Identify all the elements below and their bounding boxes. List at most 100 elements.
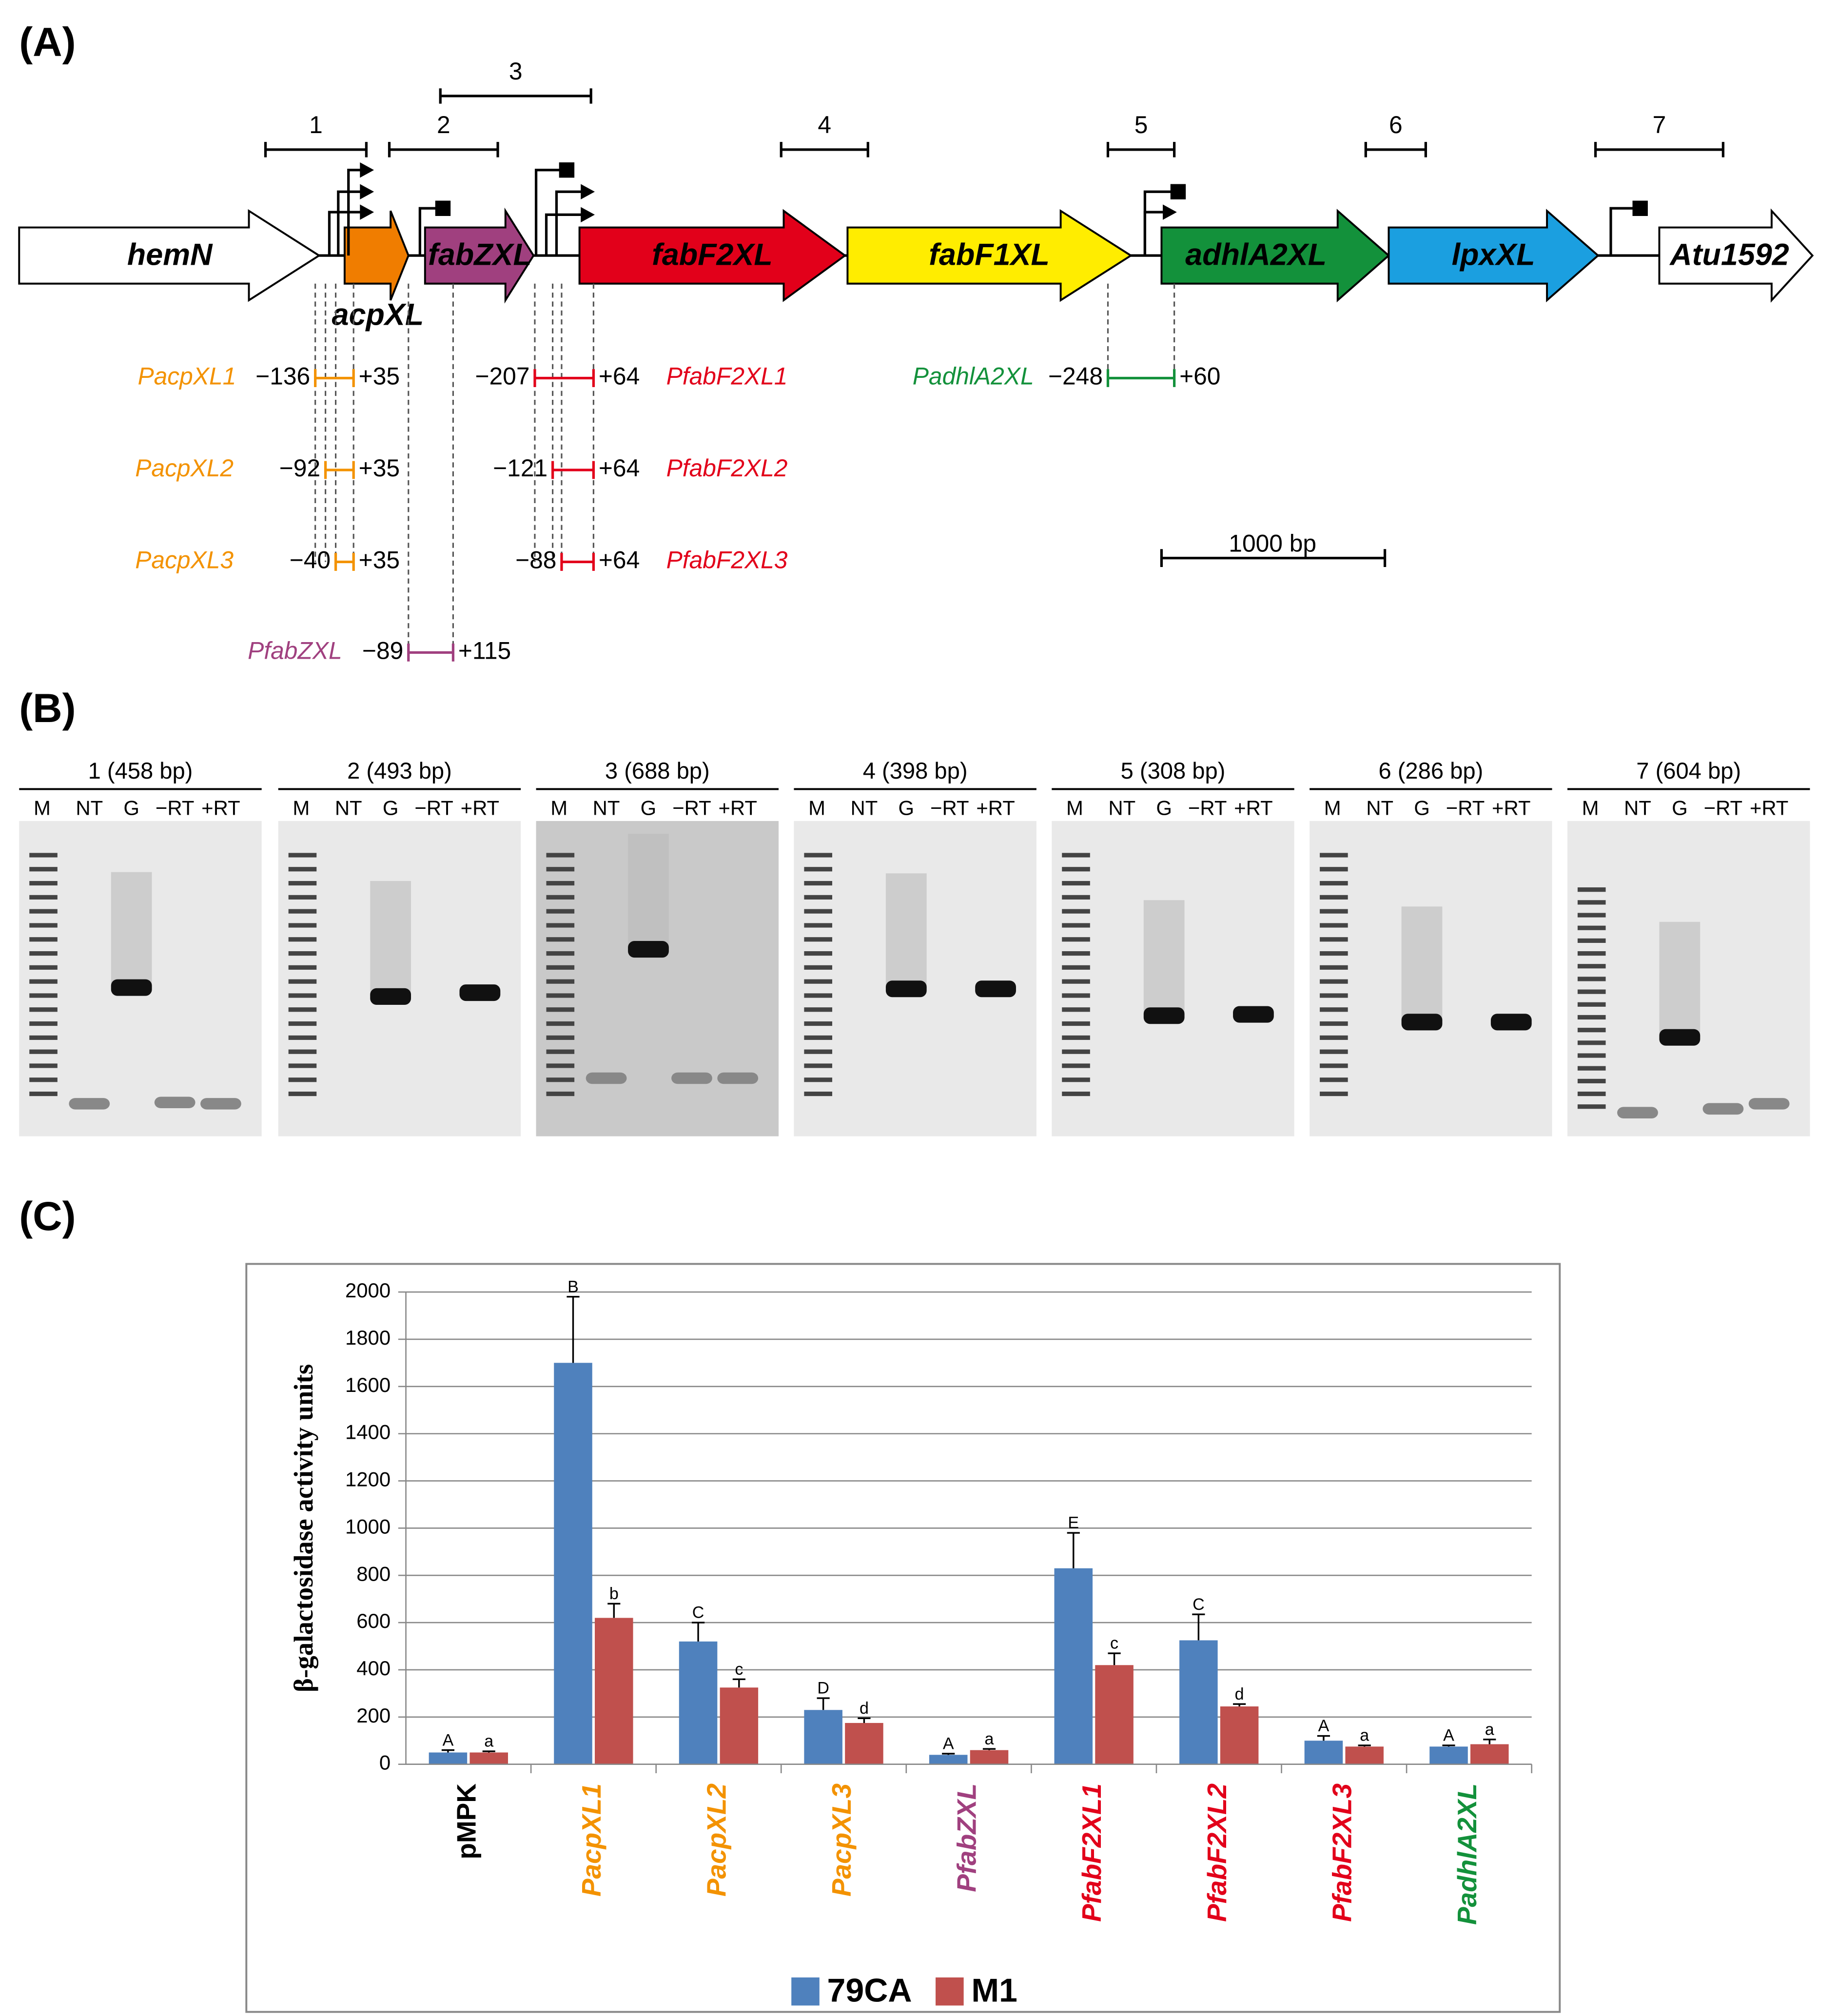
ladder-band bbox=[1062, 1077, 1090, 1082]
x-tick-label: PfabZXL bbox=[952, 1783, 982, 1892]
lane-label: NT bbox=[1624, 796, 1651, 819]
ladder-band bbox=[1062, 1021, 1090, 1026]
gel-band bbox=[1617, 1107, 1658, 1118]
legend-label: M1 bbox=[971, 1972, 1017, 2009]
ladder-band bbox=[546, 895, 575, 900]
lane-label: G bbox=[383, 796, 399, 819]
lane-label: M bbox=[293, 796, 310, 819]
lane-label: +RT bbox=[1234, 796, 1273, 819]
smear bbox=[370, 881, 411, 996]
ladder-band bbox=[1577, 977, 1606, 981]
y-tick-label: 1800 bbox=[345, 1326, 391, 1349]
y-tick-label: 400 bbox=[356, 1657, 391, 1680]
terminator bbox=[1170, 184, 1186, 199]
ladder-band bbox=[546, 979, 575, 984]
gel-band bbox=[1490, 1014, 1532, 1031]
ladder-band bbox=[288, 1077, 317, 1082]
promoter-head bbox=[1163, 204, 1177, 220]
error-bar bbox=[982, 1748, 996, 1750]
gel-band bbox=[1233, 1006, 1274, 1023]
ladder-band bbox=[1320, 1063, 1348, 1068]
lane-label: −RT bbox=[672, 796, 711, 819]
ladder-band bbox=[804, 937, 832, 942]
gel-band bbox=[1659, 1029, 1701, 1046]
error-bar bbox=[1358, 1744, 1371, 1747]
x-tick-label: PacpXL3 bbox=[826, 1783, 857, 1897]
legend-label: 79CA bbox=[827, 1972, 912, 2009]
promoter-head bbox=[360, 184, 374, 199]
lane-label: −RT bbox=[1188, 796, 1227, 819]
y-tick-label: 2000 bbox=[345, 1279, 391, 1302]
y-tick-label: 1400 bbox=[345, 1421, 391, 1444]
y-axis-label: β-galactosidase activity units bbox=[289, 1364, 318, 1692]
ladder-band bbox=[546, 1007, 575, 1012]
ladder-band bbox=[288, 909, 317, 914]
ladder-band bbox=[1320, 1091, 1348, 1096]
lane-label: G bbox=[899, 796, 915, 819]
ladder-band bbox=[804, 1049, 832, 1054]
ladder-band bbox=[804, 1091, 832, 1096]
fragment-name: PacpXL1 bbox=[137, 363, 236, 390]
ladder-band bbox=[1577, 951, 1606, 956]
legend-swatch bbox=[791, 1977, 820, 2006]
ladder-band bbox=[1062, 1063, 1090, 1068]
fragment-end: +35 bbox=[359, 454, 400, 482]
ladder-band bbox=[1320, 965, 1348, 970]
ladder-band bbox=[804, 867, 832, 872]
ladder-band bbox=[288, 895, 317, 900]
gene-label: adhlA2XL bbox=[1185, 237, 1327, 272]
ladder-band bbox=[1062, 937, 1090, 942]
significance-letter: B bbox=[567, 1277, 579, 1296]
ladder-band bbox=[288, 979, 317, 984]
promoter-arrow bbox=[328, 211, 361, 256]
ladder-band bbox=[546, 1049, 575, 1054]
y-tick-label: 1600 bbox=[345, 1373, 391, 1396]
lane-label: NT bbox=[1108, 796, 1135, 819]
significance-letter: c bbox=[735, 1660, 743, 1679]
fragment-end: +64 bbox=[599, 454, 640, 482]
ladder-band bbox=[1062, 965, 1090, 970]
scale-bar bbox=[1160, 549, 1387, 567]
ladder-band bbox=[804, 993, 832, 998]
fragment-bar bbox=[551, 461, 595, 479]
bar bbox=[554, 1363, 592, 1764]
gel-title: 4 (398 bp) bbox=[863, 758, 968, 783]
ladder-band bbox=[1062, 853, 1090, 858]
significance-letter: A bbox=[1443, 1726, 1454, 1745]
ladder-band bbox=[1320, 1035, 1348, 1040]
ladder-band bbox=[1320, 979, 1348, 984]
ladder-band bbox=[288, 853, 317, 858]
ladder-band bbox=[546, 1035, 575, 1040]
terminator bbox=[559, 162, 575, 178]
bar bbox=[679, 1641, 718, 1764]
lane-label: M bbox=[34, 796, 51, 819]
significance-letter: d bbox=[860, 1699, 869, 1718]
error-bar bbox=[441, 1749, 455, 1753]
gel-title: 3 (688 bp) bbox=[605, 758, 710, 783]
fragment-bar bbox=[560, 553, 595, 571]
ladder-band bbox=[546, 1091, 575, 1096]
y-tick-label: 800 bbox=[356, 1562, 391, 1585]
panel-label: (A) bbox=[19, 19, 76, 64]
lane-label: M bbox=[1582, 796, 1599, 819]
ladder-band bbox=[29, 965, 58, 970]
smear bbox=[111, 872, 152, 987]
bar bbox=[1054, 1568, 1093, 1764]
gel-band bbox=[975, 980, 1016, 998]
lane-label: NT bbox=[76, 796, 103, 819]
bar bbox=[970, 1750, 1009, 1764]
ladder-band bbox=[29, 1007, 58, 1012]
gel-band bbox=[154, 1096, 196, 1109]
ladder-band bbox=[1062, 993, 1090, 998]
ladder-band bbox=[1062, 951, 1090, 956]
significance-letter: a bbox=[985, 1730, 994, 1748]
gel-band bbox=[111, 979, 152, 996]
error-bar bbox=[1108, 1652, 1121, 1665]
fragment-start: −248 bbox=[1048, 363, 1103, 390]
region-bracket bbox=[1106, 142, 1176, 157]
ladder-band bbox=[1062, 895, 1090, 900]
fragment-bar bbox=[324, 461, 355, 479]
ladder-band bbox=[288, 1007, 317, 1012]
x-tick-label: PacpXL2 bbox=[701, 1783, 731, 1897]
